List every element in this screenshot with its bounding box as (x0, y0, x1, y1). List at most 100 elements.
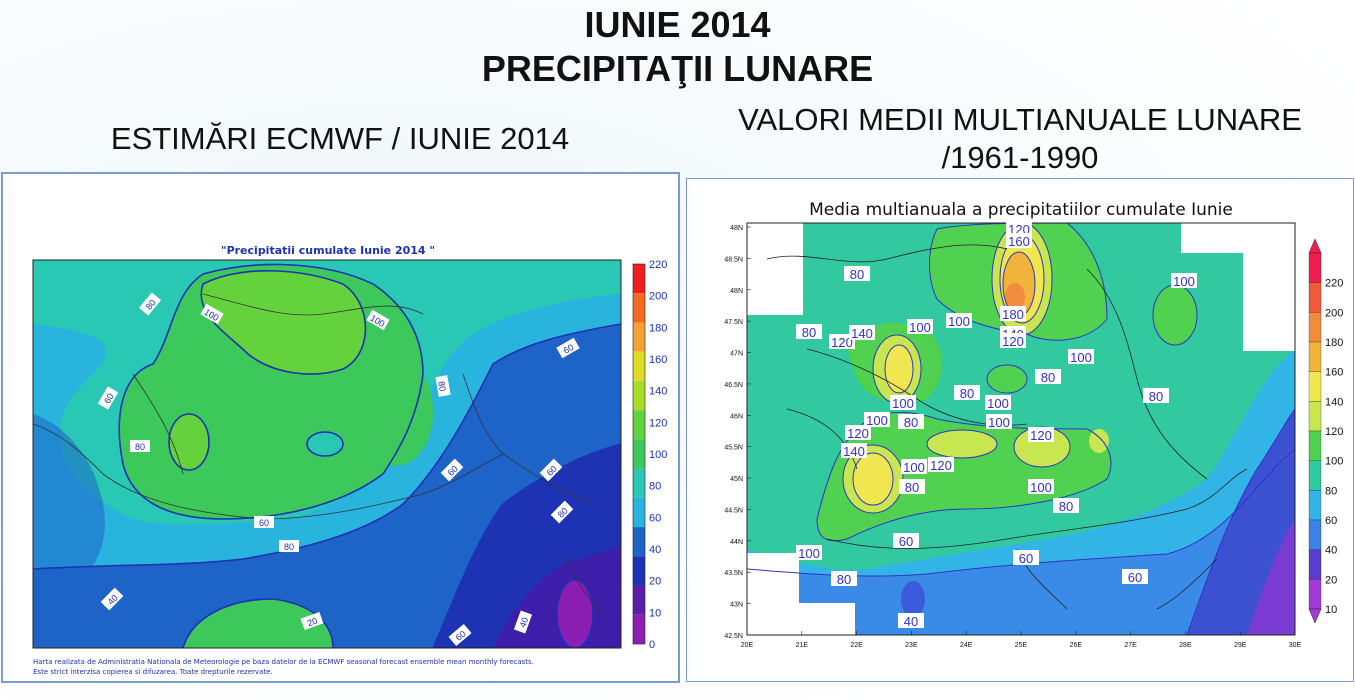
page-title-line2: PRECIPITAŢII LUNARE (481, 48, 874, 89)
left-contour-label: 20 (300, 611, 324, 631)
right-contour-label: 140 (841, 443, 867, 459)
left-legend-label: 100 (649, 449, 667, 461)
lat-label: 44.5N (724, 507, 743, 514)
lat-label: 45.5N (724, 445, 743, 452)
left-legend-swatch (633, 322, 645, 352)
right-legend-label: 60 (1325, 515, 1337, 527)
right-contour-label-text: 60 (1128, 570, 1142, 585)
right-contour-label: 100 (1028, 479, 1054, 495)
right-contour-label-bg (898, 613, 924, 628)
right-contour-label-text: 100 (988, 415, 1010, 430)
lat-label: 46.5N (724, 382, 743, 389)
right-contour-label: 80 (1035, 369, 1061, 385)
right-contour-label: 120 (1028, 427, 1054, 443)
right-contour-label-text: 100 (1030, 480, 1052, 495)
right-contour-label-bg (829, 334, 855, 349)
right-legend-label: 80 (1325, 485, 1337, 497)
left-contour-label-text: 60 (102, 392, 116, 406)
field-10-20-e (1247, 519, 1295, 635)
left-map-title: "Precipitatii cumulate Iunie 2014 " (221, 244, 435, 257)
right-contour-label-bg (1035, 369, 1061, 384)
left-contour-label-text: 80 (144, 298, 158, 312)
right-legend-label: 200 (1325, 307, 1343, 319)
left-contour-label-bg (100, 587, 124, 611)
missing-data-nw (747, 223, 803, 315)
left-contours (33, 263, 621, 648)
left-contour-label-bg (138, 292, 162, 316)
right-legend-swatch (1308, 579, 1322, 610)
right-contour-label: 80 (898, 414, 924, 430)
lon-label: 22E (850, 642, 863, 649)
right-legend-swatch (1308, 549, 1322, 580)
right-contour-label-bg (841, 443, 867, 458)
lon-label: 23E (905, 642, 918, 649)
lat-label: 46N (730, 413, 743, 420)
lat-label: 47N (730, 351, 743, 358)
right-contour-label: 100 (1068, 349, 1094, 365)
right-contour-label-text: 120 (1030, 428, 1052, 443)
page-title-line1: IUNIE 2014 (584, 4, 771, 45)
left-legend-label: 40 (649, 544, 661, 556)
right-contour-label-text: 100 (798, 546, 820, 561)
left-footer-line1: Harta realizata de Administratia Nationa… (33, 658, 534, 666)
left-contour-label-bg (254, 516, 274, 528)
right-contour-label: 80 (1053, 498, 1079, 514)
left-contour-label-bg (200, 303, 224, 325)
right-contour-label-text: 120 (847, 426, 869, 441)
right-contour-label: 100 (946, 313, 972, 329)
field-south-green (183, 599, 333, 648)
lat-label: 44N (730, 539, 743, 546)
left-contour-label-text: 20 (306, 616, 319, 629)
right-contour-label-text: 120 (1002, 334, 1024, 349)
right-legend-swatch (1308, 252, 1322, 283)
left-legend-swatch (633, 380, 645, 411)
left-contour-label: 60 (254, 516, 274, 528)
right-legend-label: 140 (1325, 396, 1343, 408)
right-contour-label-text: 100 (903, 460, 925, 475)
left-legend-swatch (633, 410, 645, 440)
legend-arrow-bottom (1308, 608, 1322, 624)
missing-data-sw (747, 553, 799, 635)
right-map-heading: VALORI MEDII MULTIANUALE LUNARE /1961-19… (700, 101, 1340, 177)
right-contour-label-bg (796, 324, 822, 339)
right-heading-line1: VALORI MEDII MULTIANUALE LUNARE (738, 102, 1302, 137)
left-contour-label-bg (366, 309, 390, 331)
right-contour-label: 80 (831, 571, 857, 587)
right-legend-label: 100 (1325, 456, 1343, 468)
missing-data-sw2 (799, 603, 855, 635)
right-contour-label: 120 (928, 457, 954, 473)
right-contour-label-bg (893, 533, 919, 548)
lat-label: 42.5N (724, 633, 743, 640)
right-contour-label-text: 100 (909, 320, 931, 335)
left-legend-swatch (633, 293, 645, 323)
right-legend-swatch (1308, 519, 1322, 550)
right-contour-label: 80 (844, 266, 870, 282)
field-140-160-b (885, 345, 913, 393)
left-legend-label: 180 (649, 322, 667, 334)
field-140-160-a (853, 453, 893, 505)
right-legend-label: 120 (1325, 426, 1343, 438)
left-legend-swatch (633, 439, 645, 469)
left-legend-swatch (633, 614, 645, 644)
field-180-200 (1005, 283, 1025, 311)
right-contour-label-text: 60 (1019, 551, 1033, 566)
lon-label: 24E (960, 642, 973, 649)
right-contour-label: 100 (864, 412, 890, 428)
right-contour-label-text: 80 (905, 480, 919, 495)
right-legend-swatch (1308, 490, 1322, 521)
right-contour-label-text: 80 (1149, 389, 1163, 404)
right-contour-label-bg (1053, 498, 1079, 513)
right-contour-label-text: 120 (831, 335, 853, 350)
legend-arrow-top (1308, 238, 1322, 254)
left-contour-label-bg (97, 386, 119, 410)
right-contour-label-bg (946, 313, 972, 328)
left-legend-label: 200 (649, 291, 667, 303)
left-contour-label-bg (539, 458, 563, 482)
right-contour-label: 120 (829, 334, 855, 350)
right-contour-label: 100 (907, 319, 933, 335)
right-contour-label-text: 80 (802, 325, 816, 340)
left-contour-label-bg (435, 375, 451, 397)
right-legend-label: 180 (1325, 337, 1343, 349)
right-legend-label: 40 (1325, 545, 1337, 557)
